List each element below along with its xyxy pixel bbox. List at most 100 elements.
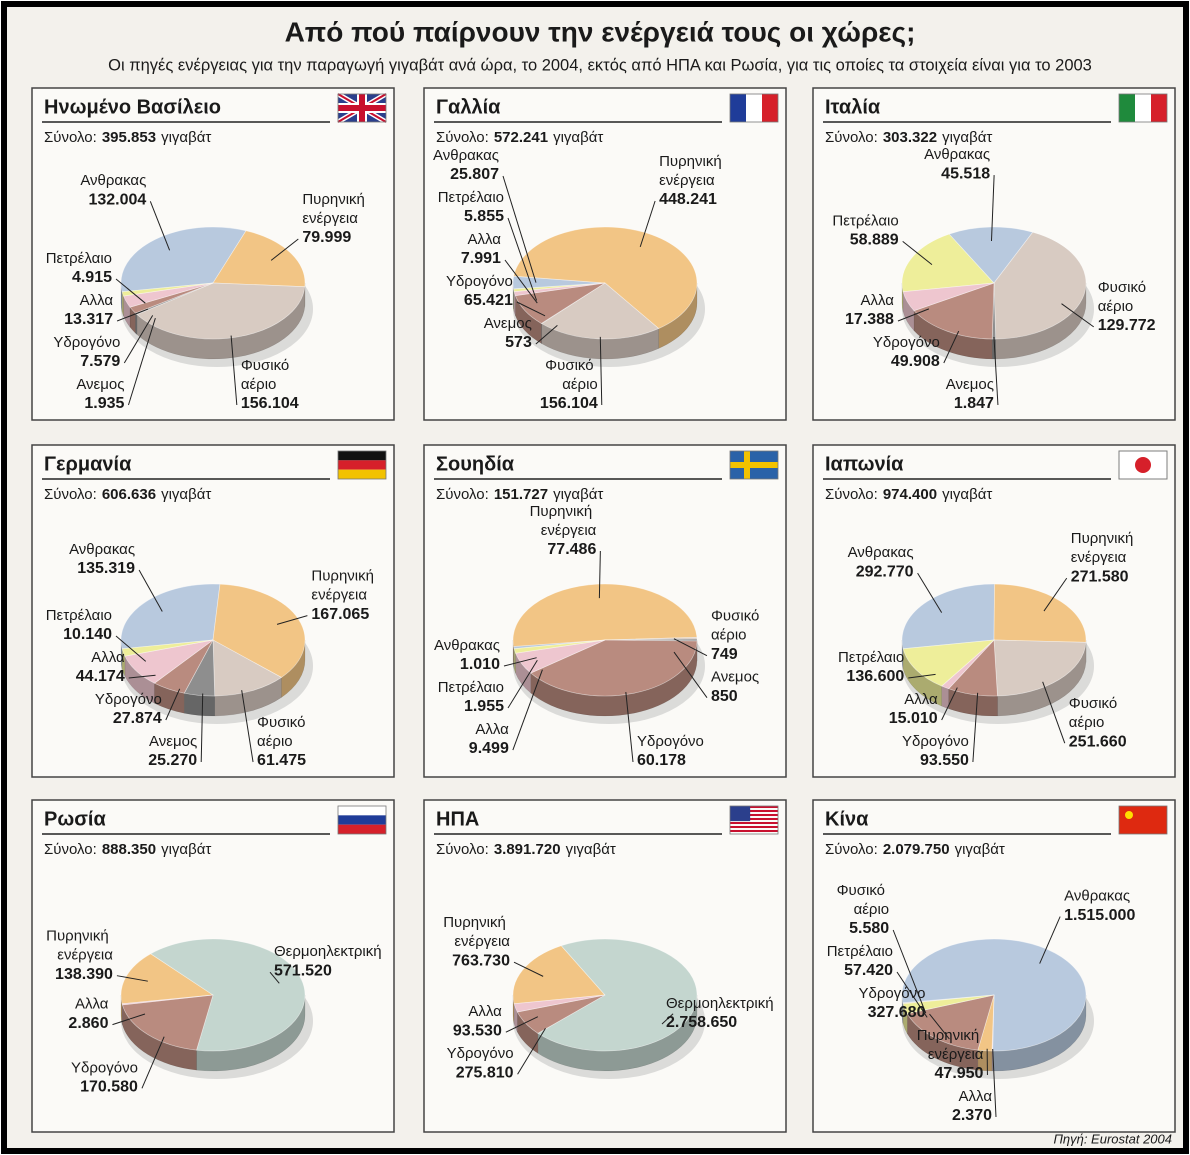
pie-slice [512, 945, 606, 1005]
slice-label: Αλλα [959, 1088, 993, 1105]
slice-value: 9.499 [469, 740, 509, 757]
total: Σύνολο: 572.241 γιγαβάτ [436, 129, 603, 146]
panel-title: Ρωσία [44, 808, 106, 830]
flag-part [338, 469, 386, 479]
leader-line [929, 1013, 950, 1040]
panel-title: Ιαπωνία [825, 453, 904, 475]
leader-line [116, 975, 148, 982]
slice-label: Ανεμος [946, 376, 994, 393]
slice-value: 132.004 [88, 191, 146, 208]
total: Σύνολο: 303.322 γιγαβάτ [825, 129, 992, 146]
leader-line [516, 301, 546, 317]
flag-part [730, 806, 751, 822]
slice-label: Ανθρακας [69, 541, 135, 558]
slice-value: 156.104 [540, 395, 598, 412]
slice-value: 138.390 [55, 966, 113, 983]
slice-value: 2.860 [68, 1015, 108, 1032]
flag-part [730, 826, 778, 828]
leader-line [503, 657, 537, 667]
slice-value: 129.772 [1098, 317, 1156, 334]
slice-value: 327.680 [868, 1004, 926, 1021]
pie-slice [993, 639, 1087, 697]
flag-part [338, 806, 386, 816]
slice-value: 251.660 [1069, 733, 1127, 750]
total-prefix: Σύνολο: [436, 129, 489, 146]
pie-slice [513, 282, 606, 297]
slice-value: 60.178 [637, 752, 686, 769]
total-prefix: Σύνολο: [436, 841, 489, 858]
slice-value: 77.486 [547, 541, 596, 558]
leader-line [992, 1048, 997, 1118]
flag-border [729, 805, 779, 835]
slice-value: 65.421 [464, 292, 513, 309]
slice-value: 25.807 [450, 166, 499, 183]
slice-value: 156.104 [241, 395, 299, 412]
leader-line [123, 315, 154, 364]
slice-label: Ανθρακας [434, 637, 500, 654]
flag-part [338, 451, 386, 461]
total-unit: γιγαβάτ [955, 841, 1005, 858]
slice-label: Ανθρακας [924, 146, 990, 163]
leader-line [141, 1036, 165, 1089]
total-value: 974.400 [883, 486, 937, 503]
flag-part [1135, 457, 1151, 473]
pie-slice [120, 583, 221, 650]
slice-label: Φυσικό αέριο [1098, 279, 1151, 315]
leader-line [128, 674, 156, 679]
leader-line [943, 330, 960, 364]
slice-value: 93.550 [920, 752, 969, 769]
panel-title: Ηνωμένο Βασίλειο [44, 96, 221, 118]
slice-label: Πυρηνική ενέργεια [530, 503, 597, 539]
flag-border [729, 93, 779, 123]
leader-line [908, 673, 936, 679]
slice-label: Φυσικό αέριο [837, 882, 890, 918]
flag-part [1119, 806, 1167, 834]
pie-slice [212, 639, 283, 697]
total-unit: γιγαβάτ [566, 841, 616, 858]
leader-line [200, 693, 204, 763]
pie-slice [902, 994, 995, 1015]
slice-label: Ανθρακας [1064, 888, 1130, 905]
leader-line [990, 175, 995, 242]
pie-side [941, 685, 949, 710]
flag-part [730, 814, 778, 816]
slice-value: 749 [711, 646, 738, 663]
pie-slice [512, 583, 698, 647]
leader-line [269, 971, 280, 984]
total-unit: γιγαβάτ [161, 841, 211, 858]
flag-border [1118, 450, 1168, 480]
panel-title: Γερμανία [44, 453, 132, 475]
pie-slice [901, 233, 995, 293]
slice-value: 13.317 [64, 311, 113, 328]
pie-slice [121, 994, 214, 1006]
slice-label: Φυσικό αέριο [711, 608, 764, 644]
slice-label: Υδρογόνο [71, 1059, 138, 1076]
pie-slice [537, 938, 698, 1052]
leader-line [897, 308, 930, 322]
pie-slice [993, 583, 1087, 643]
slice-label: Υδρογόνο [637, 733, 704, 750]
total: Σύνολο: 3.891.720 γιγαβάτ [436, 841, 616, 858]
slice-value: 275.810 [456, 1064, 514, 1081]
leader-line [230, 335, 238, 406]
total: Σύνολο: 151.727 γιγαβάτ [436, 486, 603, 503]
leader-line [535, 325, 558, 345]
leader-line [917, 572, 943, 613]
pie-slice [513, 639, 606, 654]
total-prefix: Σύνολο: [825, 841, 878, 858]
slice-label: Ανεμος [76, 376, 124, 393]
total-value: 572.241 [494, 129, 548, 146]
leader-line [504, 259, 538, 304]
slice-label: Αλλα [75, 996, 109, 1013]
flag-border [337, 450, 387, 480]
slice-label: Πετρέλαιο [46, 250, 112, 267]
flag-part [338, 105, 386, 111]
slice-value: 4.915 [72, 269, 112, 286]
slice-label: Πυρηνική ενέργεια [311, 568, 378, 604]
slice-value: 850 [711, 688, 738, 705]
pie-slice [906, 994, 995, 1051]
total-prefix: Σύνολο: [44, 129, 97, 146]
slice-label: Ανεμος [711, 669, 759, 686]
leader-line [505, 1016, 539, 1033]
